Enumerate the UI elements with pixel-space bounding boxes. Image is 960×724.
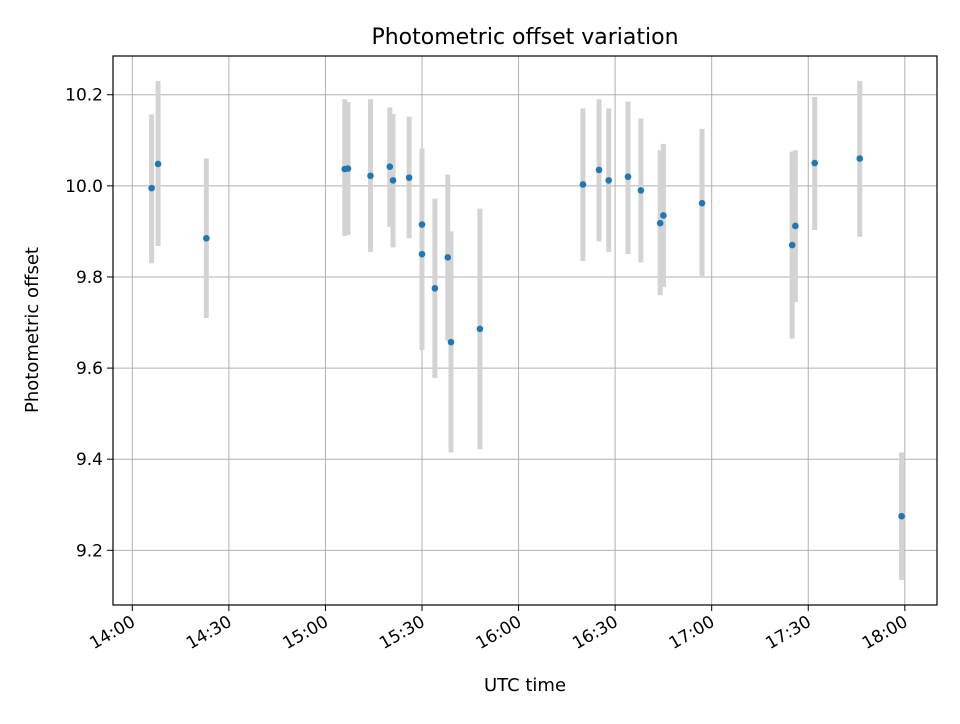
data-point	[856, 155, 864, 162]
y-tick-label: 10.2	[65, 86, 103, 106]
y-axis: 9.2 9.4 9.6 9.8 10.0 10.2	[65, 86, 113, 561]
data-point	[656, 219, 664, 227]
data-point	[367, 172, 374, 180]
data-point	[605, 177, 612, 184]
data-point	[418, 221, 426, 228]
y-axis-label: Photometric offset	[22, 247, 43, 413]
data-point	[386, 163, 394, 171]
y-tick-label: 9.2	[76, 541, 103, 561]
y-tick-label: 9.8	[76, 268, 103, 288]
data-point	[476, 325, 484, 333]
data-point	[624, 173, 632, 181]
data-point	[637, 187, 645, 194]
data-point	[389, 177, 397, 184]
data-point	[811, 159, 818, 167]
data-points	[148, 155, 905, 520]
data-point	[431, 285, 439, 292]
plot-frame	[112, 55, 938, 606]
data-point	[154, 160, 162, 168]
data-point	[405, 174, 413, 181]
data-point	[418, 250, 426, 258]
data-point	[898, 512, 905, 520]
y-tick-label: 9.4	[76, 450, 103, 470]
data-point	[788, 241, 796, 249]
data-point	[148, 184, 155, 192]
data-point	[447, 338, 455, 346]
data-point	[203, 234, 210, 242]
x-axis-label: UTC time	[484, 675, 566, 696]
data-point	[579, 181, 587, 188]
data-point	[792, 222, 799, 230]
data-point	[595, 166, 603, 174]
data-point	[660, 212, 667, 219]
chart-title: Photometric offset variation	[371, 25, 678, 50]
data-point	[344, 165, 352, 172]
data-point	[444, 254, 452, 261]
data-point	[698, 199, 706, 207]
grid	[113, 56, 937, 605]
y-tick-label: 10.0	[65, 177, 103, 197]
y-tick-label: 9.6	[76, 359, 103, 379]
